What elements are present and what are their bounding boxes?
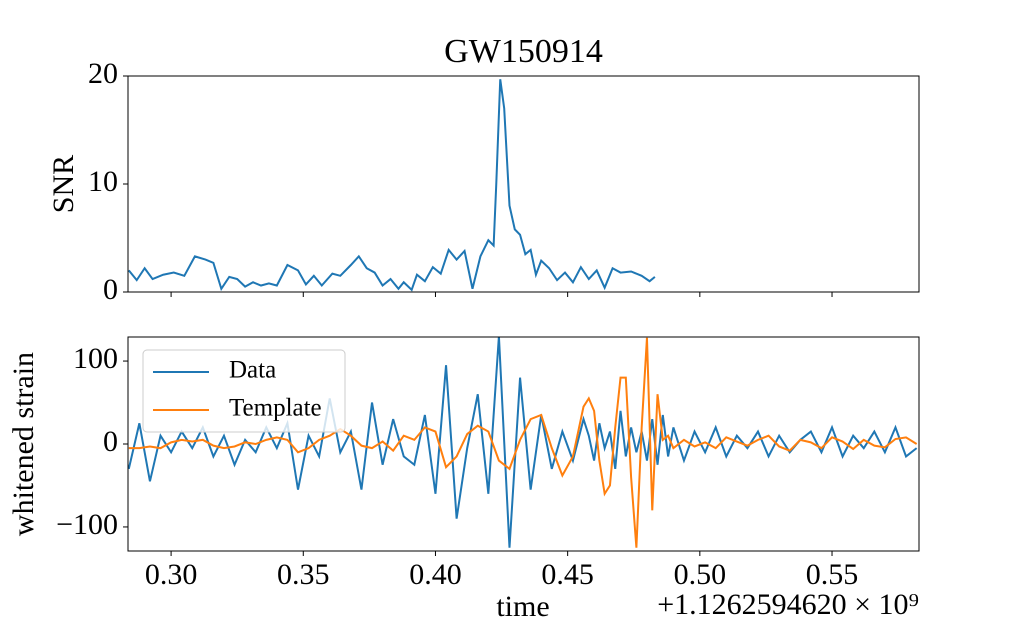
y-tick-label: 100 [73, 342, 118, 375]
y-tick-label: 20 [88, 57, 118, 90]
x-tick-label: 0.45 [541, 558, 594, 591]
chart-title: GW150914 [444, 33, 603, 70]
y-tick-label: −100 [56, 508, 118, 541]
plot-area [128, 337, 918, 548]
y-tick-label: 0 [103, 425, 118, 458]
y-axis-label: SNR [47, 155, 80, 213]
x-axis-label: time [496, 590, 549, 623]
x-tick-label: 0.55 [806, 558, 859, 591]
x-tick-label: 0.30 [145, 558, 198, 591]
legend-box [142, 349, 346, 433]
x-tick-label: 0.50 [674, 558, 727, 591]
data-line [128, 337, 918, 548]
legend-label: Template [229, 395, 322, 422]
y-axis-label: whitened strain [7, 352, 40, 536]
y-tick-label: 0 [103, 273, 118, 306]
x-offset-text: +1.1262594620 × 10⁹ [657, 588, 919, 621]
legend-label: Data [229, 357, 276, 384]
y-tick-label: 10 [88, 165, 118, 198]
data-line [128, 337, 918, 548]
axes-frame [127, 75, 920, 293]
x-tick-label: 0.40 [409, 558, 462, 591]
data-line [128, 79, 656, 292]
x-tick-label: 0.35 [277, 558, 330, 591]
plot-area [128, 79, 656, 292]
